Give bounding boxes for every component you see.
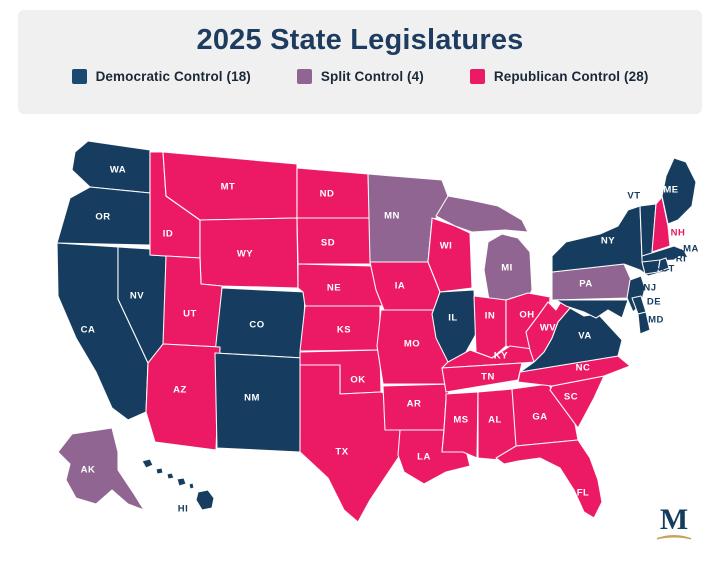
- state-nh: [651, 196, 671, 253]
- state-or: [56, 186, 151, 246]
- democratic-swatch-icon: [71, 69, 87, 84]
- legend: Democratic Control (18) Split Control (4…: [71, 69, 649, 84]
- state-ak: [57, 427, 145, 511]
- state-fl: [495, 439, 603, 519]
- legend-item-democratic: Democratic Control (18): [71, 69, 251, 84]
- state-co: [214, 287, 306, 359]
- legend-label-democratic: Democratic Control (18): [95, 69, 251, 84]
- state-mi: [435, 195, 533, 307]
- state-ct: [641, 259, 661, 275]
- header-card: 2025 State Legislatures Democratic Contr…: [18, 10, 702, 114]
- state-label-de: DE: [647, 297, 661, 308]
- state-label-md: MD: [648, 315, 664, 326]
- brand-logo: M: [654, 503, 694, 540]
- legend-label-republican: Republican Control (28): [493, 69, 649, 84]
- state-ms: [441, 391, 479, 459]
- state-nm: [214, 352, 304, 453]
- split-swatch-icon: [296, 69, 312, 84]
- state-tx: [299, 364, 403, 523]
- state-me: [661, 157, 697, 225]
- state-hi: [141, 458, 215, 511]
- republican-swatch-icon: [469, 69, 485, 84]
- state-nd: [296, 167, 371, 219]
- legend-label-split: Split Control (4): [320, 69, 424, 84]
- logo-letter: M: [659, 503, 689, 536]
- state-az: [145, 343, 221, 451]
- state-md: [555, 299, 651, 335]
- legend-item-split: Split Control (4): [296, 69, 424, 84]
- state-wy: [199, 217, 299, 289]
- state-ar: [382, 383, 453, 431]
- page-title: 2025 State Legislatures: [196, 24, 524, 56]
- legend-item-republican: Republican Control (28): [469, 69, 649, 84]
- state-wa: [71, 140, 151, 194]
- state-ri: [657, 257, 670, 273]
- state-label-nh: NH: [671, 228, 686, 239]
- state-label-hi: HI: [178, 504, 189, 515]
- label-leader-line: [674, 249, 683, 252]
- state-ks: [299, 305, 381, 352]
- state-tn: [441, 362, 523, 393]
- state-sd: [296, 217, 374, 265]
- state-in: [473, 295, 507, 359]
- state-label-vt: VT: [627, 191, 640, 202]
- logo-gold-swash-icon: [657, 535, 691, 540]
